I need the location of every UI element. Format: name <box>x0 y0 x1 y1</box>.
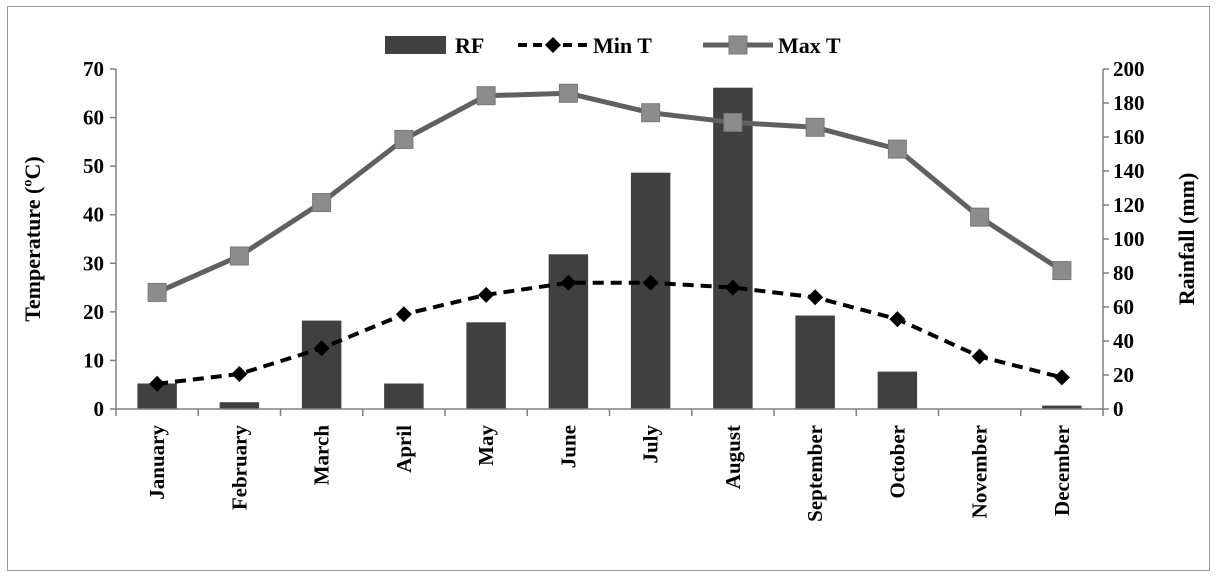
min-t-point-june <box>560 274 577 291</box>
max-t-line <box>156 90 1064 295</box>
x-tick-label-june: June <box>556 425 580 468</box>
legend-rf-swatch <box>385 36 446 54</box>
right-tick-label: 100 <box>1113 227 1145 251</box>
right-tick-label: 80 <box>1113 261 1134 285</box>
legend-max-t-marker <box>728 35 748 55</box>
max-t-point-september <box>805 117 825 137</box>
min-t-point-may <box>478 286 495 303</box>
rf-bar-september <box>795 315 835 409</box>
max-t-point-november <box>970 207 990 227</box>
right-tick-label: 140 <box>1113 159 1145 183</box>
max-t-point-july <box>641 103 661 123</box>
rf-bar-december <box>1042 405 1082 409</box>
max-t-point-august <box>723 112 743 132</box>
x-tick-label-september: September <box>803 425 827 522</box>
right-tick-label: 200 <box>1113 57 1145 81</box>
max-t-point-june <box>558 83 578 103</box>
rf-bar-february <box>219 402 260 409</box>
x-tick-label-february: February <box>227 425 251 511</box>
legend-max-t-label: Max T <box>778 33 841 58</box>
rf-bar-april <box>384 383 424 409</box>
x-tick-label-may: May <box>474 425 498 466</box>
right-tick-label: 160 <box>1113 125 1145 149</box>
max-t-point-october <box>887 139 907 159</box>
legend-min-t-marker <box>545 37 561 53</box>
legend-rf-label: RF <box>455 33 484 58</box>
min-t-point-august <box>724 279 741 296</box>
right-tick-label: 0 <box>1113 397 1124 421</box>
right-tick-label: 120 <box>1113 193 1145 217</box>
left-tick-label: 70 <box>83 57 104 81</box>
left-tick-label: 40 <box>83 203 104 227</box>
max-t-point-january <box>147 282 167 302</box>
rf-bar-october <box>877 371 918 409</box>
right-tick-label: 180 <box>1113 91 1145 115</box>
right-tick-label: 60 <box>1113 295 1134 319</box>
left-tick-label: 10 <box>83 348 104 372</box>
rainfall-temperature-chart: 0 10 20 30 40 50 60 70 0 20 40 60 80 100 120 140 160 180 2… <box>20 33 1199 522</box>
left-tick-label: 30 <box>83 251 104 275</box>
legend-min-t-label: Min T <box>593 33 652 58</box>
max-t-point-march <box>312 193 332 213</box>
right-tick-label: 20 <box>1113 363 1134 387</box>
min-t-point-march <box>313 340 330 357</box>
left-tick-label: 20 <box>83 300 104 324</box>
x-tick-label-august: August <box>721 425 745 489</box>
rf-bar-july <box>630 172 671 409</box>
max-t-point-february <box>229 246 249 266</box>
left-tick-label: 0 <box>94 397 105 421</box>
min-t-point-february <box>231 366 248 383</box>
right-tick-label: 40 <box>1113 329 1134 353</box>
x-tick-label-july: July <box>639 425 663 464</box>
min-t-point-july <box>642 274 659 291</box>
x-tick-label-november: November <box>968 425 992 518</box>
y-axis-title: Temperature (ºC) <box>20 156 45 322</box>
min-t-point-october <box>889 311 906 328</box>
min-t-point-november <box>971 348 988 365</box>
y2-axis-title: Rainfall (mm) <box>1174 173 1199 306</box>
x-tick-label-january: January <box>145 425 169 500</box>
max-t-point-april <box>394 129 414 149</box>
left-tick-label: 60 <box>83 106 104 130</box>
rf-bar-may <box>466 322 506 409</box>
rf-bar-august <box>713 87 753 409</box>
x-tick-label-april: April <box>392 425 416 473</box>
min-t-point-april <box>395 306 412 323</box>
x-tick-label-december: December <box>1050 425 1074 516</box>
min-t-line <box>156 280 1063 386</box>
min-t-point-september <box>807 289 824 306</box>
chart-frame: 0 10 20 30 40 50 60 70 0 20 40 60 80 100 120 140 160 180 2… <box>7 6 1210 571</box>
max-t-point-may <box>476 86 496 106</box>
min-t-point-january <box>149 375 166 392</box>
x-tick-label-march: March <box>310 425 334 486</box>
left-tick-label: 50 <box>83 154 104 178</box>
min-t-point-december <box>1053 369 1070 386</box>
x-tick-label-october: October <box>885 425 909 498</box>
max-t-point-december <box>1052 261 1072 281</box>
rf-bar-march <box>301 320 342 409</box>
